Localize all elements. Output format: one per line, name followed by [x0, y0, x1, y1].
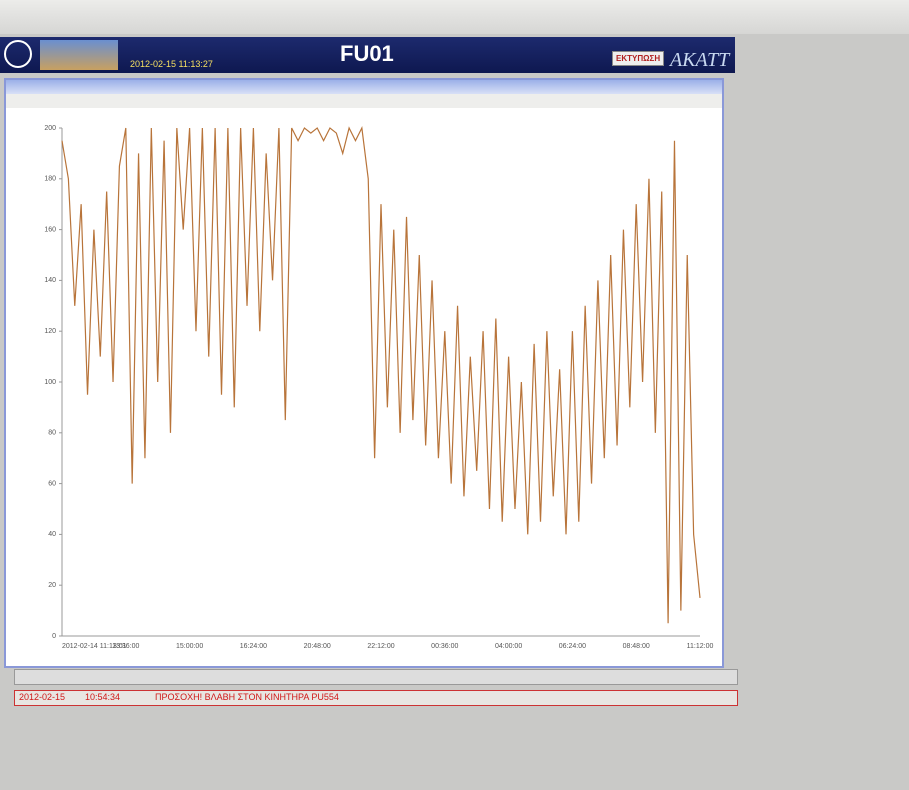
x-tick-label: 22:12:00: [367, 643, 394, 650]
x-tick-label: 13:36:00: [112, 643, 139, 650]
y-tick-label: 160: [44, 226, 56, 233]
x-tick-label: 11:12:00: [687, 643, 714, 650]
alarm-message: ΠΡΟΣΟΧΗ! ΒΛΑΒΗ ΣΤΟΝ ΚΙΝΗΤΗΡΑ PU554: [155, 692, 339, 702]
data-line: [62, 128, 700, 623]
station-title: FU01: [340, 41, 394, 67]
x-tick-label: 00:36:00: [431, 643, 458, 650]
browser-toolbar: [0, 0, 909, 34]
x-tick-label: 04:00:00: [495, 643, 522, 650]
alarm-time: 10:54:34: [85, 692, 120, 702]
print-button[interactable]: ΕΚΤΥΠΩΣΗ: [612, 51, 664, 66]
y-tick-label: 60: [48, 480, 56, 487]
x-tick-label: 08:48:00: [623, 643, 650, 650]
x-tick-label: 06:24:00: [559, 643, 586, 650]
y-tick-label: 200: [44, 125, 56, 132]
x-tick-label: 15:00:00: [176, 643, 203, 650]
chart-toolbar: [6, 94, 722, 108]
y-tick-label: 100: [44, 379, 56, 386]
y-tick-label: 80: [48, 430, 56, 437]
brand: AKATT: [670, 49, 729, 72]
alarm-date: 2012-02-15: [19, 692, 65, 702]
header-bar: FU01 2012-02-15 11:13:27 ΕΚΤΥΠΩΣΗ AKATT: [0, 37, 735, 73]
status-bar: [14, 669, 738, 685]
alarm-row: 2012-02-15 10:54:34 ΠΡΟΣΟΧΗ! ΒΛΑΒΗ ΣΤΟΝ …: [14, 690, 738, 706]
logo-image: [40, 40, 118, 70]
y-tick-label: 40: [48, 531, 56, 538]
page: FU01 2012-02-15 11:13:27 ΕΚΤΥΠΩΣΗ AKATT …: [0, 0, 909, 790]
logo: [4, 40, 32, 68]
y-tick-label: 180: [44, 176, 56, 183]
y-tick-label: 0: [52, 633, 56, 640]
timestamp: 2012-02-15 11:13:27: [130, 59, 213, 69]
y-tick-label: 20: [48, 582, 56, 589]
window-titlebar: [6, 80, 722, 94]
y-tick-label: 120: [44, 328, 56, 335]
x-tick-label: 16:24:00: [240, 643, 267, 650]
y-tick-label: 140: [44, 277, 56, 284]
x-tick-label: 20:48:00: [304, 643, 331, 650]
